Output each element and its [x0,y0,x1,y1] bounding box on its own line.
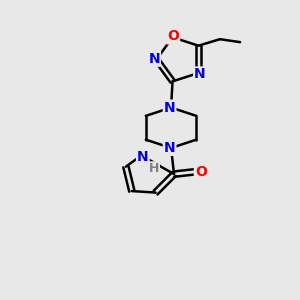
Text: N: N [148,52,160,66]
Text: H: H [148,162,159,175]
Text: O: O [167,29,179,44]
Text: O: O [195,165,207,179]
Text: N: N [164,100,176,115]
Text: N: N [164,141,176,155]
Text: N: N [194,68,206,82]
Text: N: N [137,150,148,164]
